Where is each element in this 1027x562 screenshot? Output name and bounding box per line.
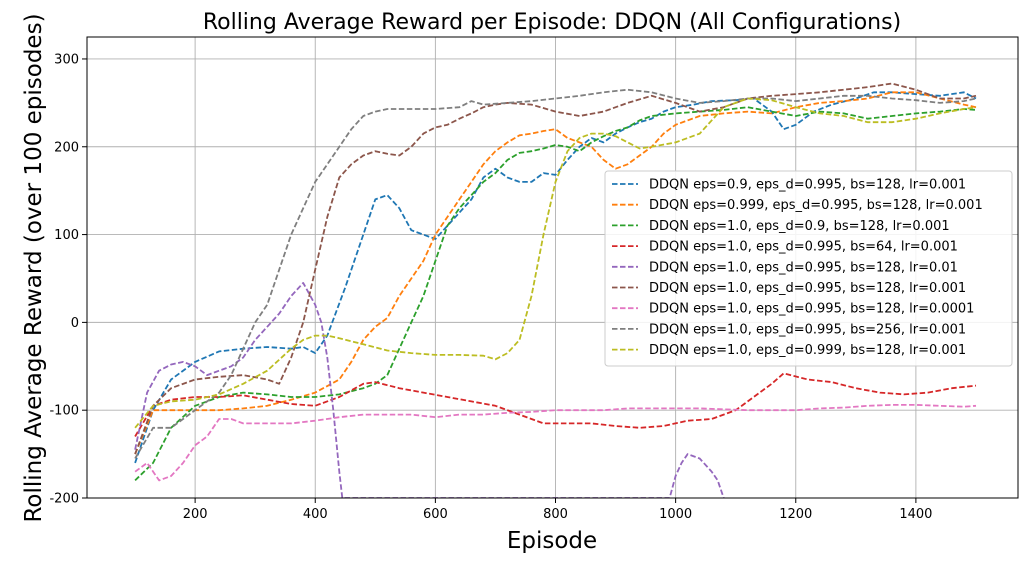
x-tick-label: 800	[543, 507, 568, 522]
legend: DDQN eps=0.9, eps_d=0.995, bs=128, lr=0.…	[604, 170, 1013, 367]
y-tick-label: 0	[71, 316, 79, 331]
y-tick-label: 100	[54, 228, 79, 243]
plot-frame	[86, 36, 1019, 499]
series-line-1	[134, 91, 977, 464]
y-tick-label: -100	[49, 404, 79, 419]
series-line-9	[134, 97, 977, 429]
legend-label-3: DDQN eps=1.0, eps_d=0.9, bs=128, lr=0.00…	[649, 219, 950, 234]
y-axis-label: Rolling Average Reward (over 100 episode…	[21, 13, 47, 522]
x-axis-label: Episode	[507, 528, 597, 554]
series-lines	[134, 82, 977, 498]
legend-label-4: DDQN eps=1.0, eps_d=0.995, bs=64, lr=0.0…	[649, 240, 958, 255]
legend-label-2: DDQN eps=0.999, eps_d=0.995, bs=128, lr=…	[649, 198, 983, 213]
legend-label-6: DDQN eps=1.0, eps_d=0.995, bs=128, lr=0.…	[649, 281, 966, 296]
series-line-3	[134, 106, 977, 482]
legend-label-7: DDQN eps=1.0, eps_d=0.995, bs=128, lr=0.…	[649, 302, 974, 317]
y-tick-label: -200	[49, 492, 79, 507]
series-line-2	[134, 91, 977, 455]
x-tick-label: 1400	[899, 507, 932, 522]
series-line-7	[134, 404, 977, 482]
y-tick-label: 200	[54, 140, 79, 155]
legend-label-5: DDQN eps=1.0, eps_d=0.995, bs=128, lr=0.…	[649, 260, 958, 275]
x-tick-label: 1200	[779, 507, 812, 522]
series-line-5	[134, 282, 725, 498]
x-tick-label: 400	[303, 507, 328, 522]
x-tick-label: 600	[423, 507, 448, 522]
legend-label-1: DDQN eps=0.9, eps_d=0.995, bs=128, lr=0.…	[649, 178, 966, 193]
axis-ticks: 200 400 600 800 1000 1200 1400 -200 -100 0 100 200 3…	[49, 52, 932, 522]
legend-label-9: DDQN eps=1.0, eps_d=0.999, bs=128, lr=0.…	[649, 343, 966, 358]
x-tick-label: 1000	[659, 507, 692, 522]
legend-label-8: DDQN eps=1.0, eps_d=0.995, bs=256, lr=0.…	[649, 322, 966, 337]
chart-title: Rolling Average Reward per Episode: DDQN…	[203, 10, 901, 35]
legend-entries: DDQN eps=0.9, eps_d=0.995, bs=128, lr=0.…	[612, 178, 983, 358]
legend-box	[604, 170, 1013, 367]
series-line-8	[134, 88, 977, 459]
x-tick-label: 200	[183, 507, 208, 522]
y-tick-label: 300	[54, 52, 79, 67]
